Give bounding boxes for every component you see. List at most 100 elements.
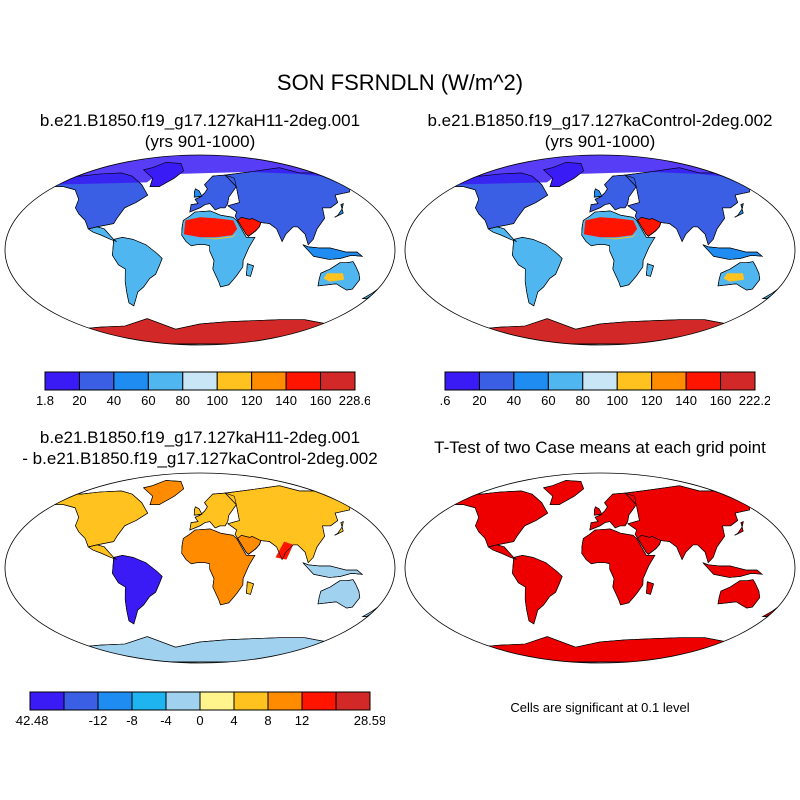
colorbar-1-label: 1.8 <box>36 393 54 408</box>
map-2-border <box>404 154 796 346</box>
panel-3-title: b.e21.B1850.f19_g17.127kaH11-2deg.001 - … <box>0 427 400 469</box>
colorbar-1-box-7 <box>285 371 322 391</box>
landmass-centralAmerica <box>487 226 517 242</box>
map-panel-4 <box>404 472 796 664</box>
colorbar-1-box-0 <box>44 371 80 391</box>
coastline-japan <box>334 521 344 536</box>
map-panel-2 <box>404 154 796 346</box>
amazon-cool <box>124 571 152 590</box>
colorbar-3-box-8 <box>301 691 337 711</box>
landmass-antarctica <box>44 318 356 345</box>
coastline-southAmerica <box>112 236 163 307</box>
map-3-border <box>4 472 396 664</box>
map-panel-3 <box>4 472 396 664</box>
landmass-centralAmerica <box>87 226 117 242</box>
colorbar-panel-2: .6 20 40 60 80 100 120 140 160 222.2 <box>440 371 770 408</box>
colorbar-2-box-7 <box>685 371 722 391</box>
colorbar-1-label: 120 <box>241 393 263 408</box>
panel-4-title-line1: T-Test of two Case means at each grid po… <box>434 438 766 457</box>
colorbar-2-label: 40 <box>507 393 521 408</box>
colorbar-3-box-7 <box>267 691 303 711</box>
colorbar-3-box-0 <box>29 691 65 711</box>
map-panel-1 <box>4 154 396 346</box>
coastline-northAmerica <box>49 172 149 230</box>
colorbar-2-label: 140 <box>675 393 697 408</box>
panel-1-title: b.e21.B1850.f19_g17.127kaH11-2deg.001 (y… <box>0 110 400 152</box>
colorbar-1-box-2 <box>113 371 149 391</box>
coastline-arabia <box>237 534 262 555</box>
colorbar-3-box-6 <box>233 691 269 711</box>
sahara-edge <box>583 233 638 240</box>
coastline-europe <box>189 174 237 213</box>
coastline-australia <box>317 579 361 609</box>
coastline-centralAmerica <box>87 226 117 242</box>
colorbar-2-label: 80 <box>576 393 590 408</box>
colorbar-1-box-3 <box>147 371 184 391</box>
australia-interior <box>323 273 345 282</box>
landmass-southAmerica <box>512 236 563 307</box>
colorbar-2-box-4 <box>582 371 618 391</box>
sahel-warm <box>189 541 238 560</box>
figure-title: SON FSRNDLN (W/m^2) <box>276 70 524 95</box>
landmass-southAmerica <box>112 236 163 307</box>
landmass-centralAmerica <box>87 544 117 560</box>
colorbar-1-box-6 <box>251 371 287 391</box>
colorbar-1-label: 140 <box>275 393 297 408</box>
colorbar-2-box-1 <box>478 371 515 391</box>
coastline-greenland <box>142 480 185 506</box>
colorbar-1-box-8 <box>320 371 356 391</box>
sahara-high <box>183 217 238 238</box>
map-4-border <box>404 472 796 664</box>
coastline-greenland <box>542 480 585 506</box>
coastline-africa <box>581 210 656 288</box>
colorbar-3-label: 4 <box>230 713 237 728</box>
colorbar-3-box-2 <box>97 691 133 711</box>
colorbar-3-label: 28.59 <box>354 713 385 728</box>
map-3-land <box>44 480 381 663</box>
landmass-antarctica <box>444 636 756 663</box>
colorbar-2-label: 20 <box>472 393 486 408</box>
coastline-australia <box>317 261 361 291</box>
colorbar-3-label: -42.48 <box>15 713 48 728</box>
landmass-southAmerica <box>512 554 563 625</box>
colorbar-2-box-3 <box>547 371 584 391</box>
panel-1-title-line1: b.e21.B1850.f19_g17.127kaH11-2deg.001 <box>39 111 361 130</box>
coastline-japan <box>734 521 744 536</box>
colorbar-2-label: 60 <box>541 393 555 408</box>
coastline-arabia <box>637 216 662 237</box>
coastline-greenland <box>542 162 585 188</box>
map-1-land <box>44 155 381 345</box>
significance-note: Cells are significant at 0.1 level <box>510 700 690 715</box>
colorbar-3-label: -8 <box>126 713 138 728</box>
coastline-japan <box>734 203 744 218</box>
coastline-uk <box>593 506 603 516</box>
sahara-edge <box>183 233 238 240</box>
australia-interior <box>723 273 745 282</box>
coastline-australia <box>717 579 761 609</box>
coastline-indonesia <box>702 244 764 260</box>
coastline-arabia <box>637 534 662 555</box>
coastline-indonesia <box>302 562 364 578</box>
coastline-greenland <box>142 162 185 188</box>
coastline-newZealand <box>761 288 781 299</box>
coastline-madagascar <box>246 581 254 595</box>
colorbar-2-label: .6 <box>440 393 451 408</box>
coastline-newZealand <box>361 606 381 617</box>
landmass-antarctica <box>444 318 756 345</box>
colorbar-2-label: 100 <box>606 393 628 408</box>
coastline-australia <box>717 261 761 291</box>
colorbar-1-label: 160 <box>310 393 332 408</box>
colorbar-1-box-4 <box>182 371 218 391</box>
colorbar-1-box-5 <box>216 371 253 391</box>
landmass-southAmerica <box>112 554 163 625</box>
coastline-northAmerica <box>449 490 549 548</box>
colorbar-3-label: 0 <box>196 713 203 728</box>
colorbar-1-label: 80 <box>176 393 190 408</box>
map-2-land <box>444 155 781 345</box>
coastline-centralAmerica <box>487 544 517 560</box>
colorbar-1-label: 40 <box>107 393 121 408</box>
panel-2-title: b.e21.B1850.f19_g17.127kaControl-2deg.00… <box>400 110 800 152</box>
coastline-southAmerica <box>512 236 563 307</box>
map-1-border <box>4 154 396 346</box>
colorbar-1-label: 20 <box>72 393 86 408</box>
